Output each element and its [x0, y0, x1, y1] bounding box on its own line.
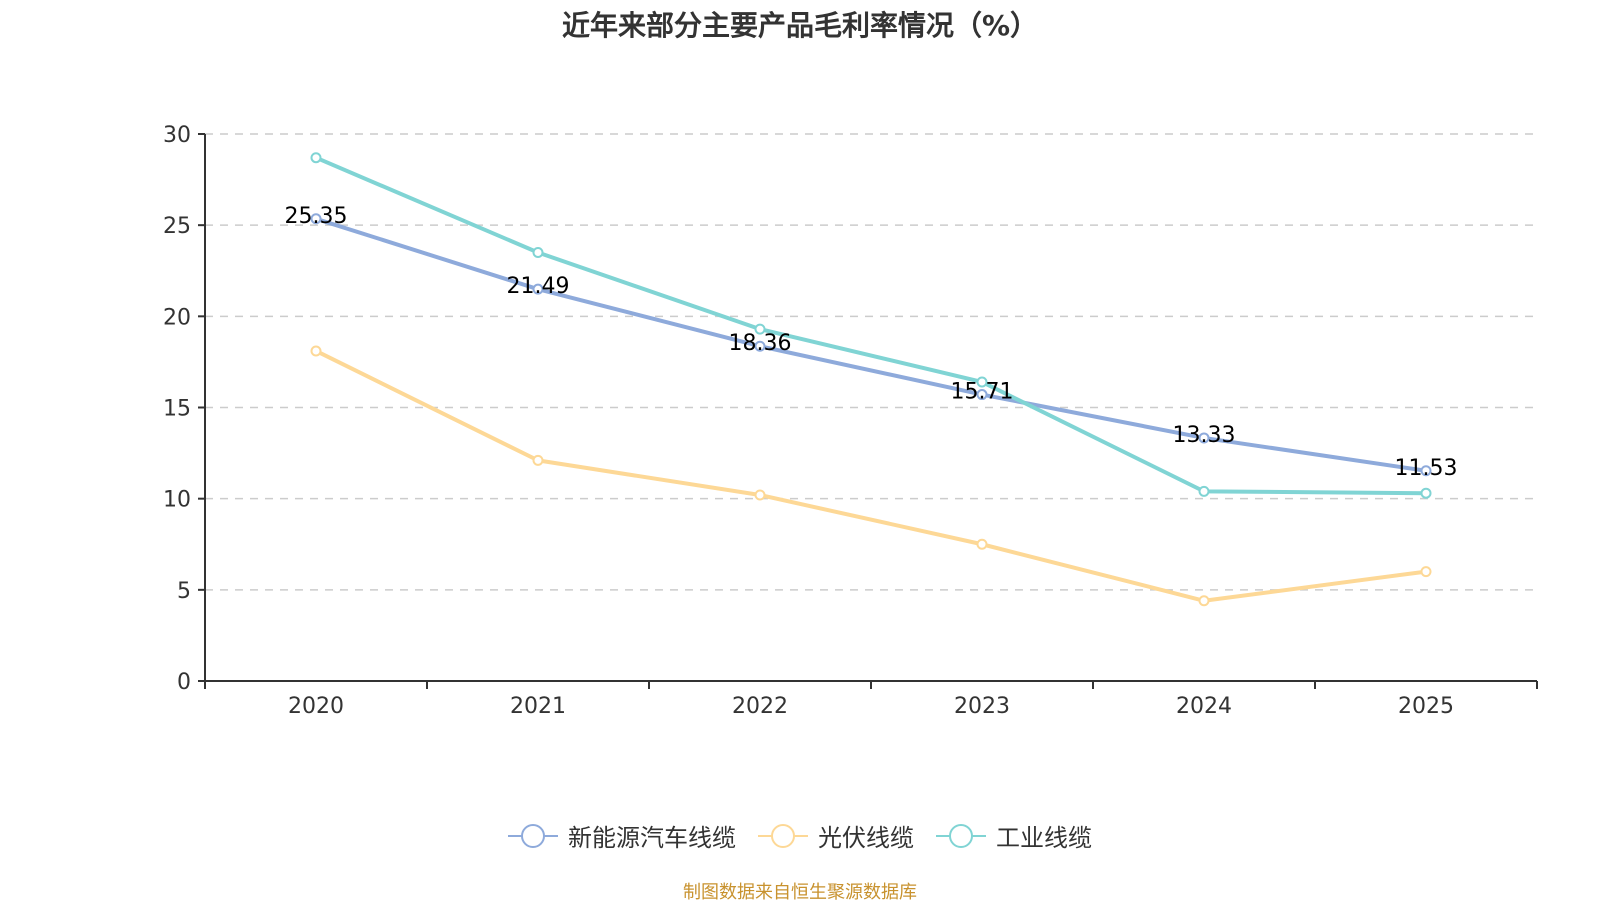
x-tick-label: 2025 [1398, 694, 1454, 719]
data-point [976, 389, 988, 401]
data-point [310, 345, 322, 357]
gridlines [205, 133, 1537, 591]
y-tick-label: 30 [163, 123, 191, 148]
data-point [1420, 487, 1432, 499]
data-point [310, 152, 322, 164]
data-label: 21.49 [507, 274, 570, 299]
data-label: 11.53 [1395, 456, 1458, 481]
data-point [1198, 485, 1210, 497]
x-tick-label: 2022 [732, 694, 788, 719]
data-label: 15.71 [951, 380, 1014, 405]
y-tick-label: 5 [177, 579, 191, 604]
data-point [976, 376, 988, 388]
legend-label: 新能源汽车线缆 [568, 824, 736, 852]
data-point [976, 538, 988, 550]
data-point [1198, 595, 1210, 607]
x-tick-label: 2021 [510, 694, 566, 719]
data-point [1420, 566, 1432, 578]
chart-title: 近年来部分主要产品毛利率情况（%） [561, 9, 1039, 42]
data-label: 13.33 [1173, 423, 1236, 448]
data-label: 18.36 [729, 331, 792, 356]
source-note: 制图数据来自恒生聚源数据库 [683, 882, 917, 903]
data-point [532, 283, 544, 295]
data-point [1420, 465, 1432, 477]
series-line-0 [314, 216, 1428, 473]
y-tick-label: 10 [163, 488, 191, 513]
y-tick-label: 25 [163, 214, 191, 239]
y-tick-label: 20 [163, 305, 191, 330]
legend: 新能源汽车线缆 光伏线缆 工业线缆 [0, 818, 1600, 853]
legend-label: 工业线缆 [996, 824, 1092, 852]
x-tick-label: 2020 [288, 694, 344, 719]
data-point [754, 489, 766, 501]
legend-item[interactable]: 光伏线缆 [758, 818, 914, 853]
legend-item[interactable]: 新能源汽车线缆 [508, 818, 736, 853]
data-labels: 25.35 21.49 18.36 15.71 13.33 11.53 [285, 204, 1458, 481]
data-point [1198, 432, 1210, 444]
series-lines [310, 152, 1432, 607]
data-point [754, 340, 766, 352]
legend-line-circle-icon [758, 823, 808, 848]
series-line-1 [314, 348, 1428, 603]
x-tick-label: 2023 [954, 694, 1010, 719]
y-tick-label: 15 [163, 397, 191, 422]
data-point [754, 323, 766, 335]
legend-line-circle-icon [936, 823, 986, 848]
legend-item[interactable]: 工业线缆 [936, 818, 1092, 853]
data-point [310, 213, 322, 225]
data-label: 25.35 [285, 204, 348, 229]
legend-label: 光伏线缆 [818, 824, 914, 852]
x-tick-label: 2024 [1176, 694, 1232, 719]
data-point [532, 247, 544, 259]
y-tick-label: 0 [177, 670, 191, 695]
data-point [532, 454, 544, 466]
legend-line-circle-icon [508, 823, 558, 848]
series-line-2 [314, 155, 1428, 496]
